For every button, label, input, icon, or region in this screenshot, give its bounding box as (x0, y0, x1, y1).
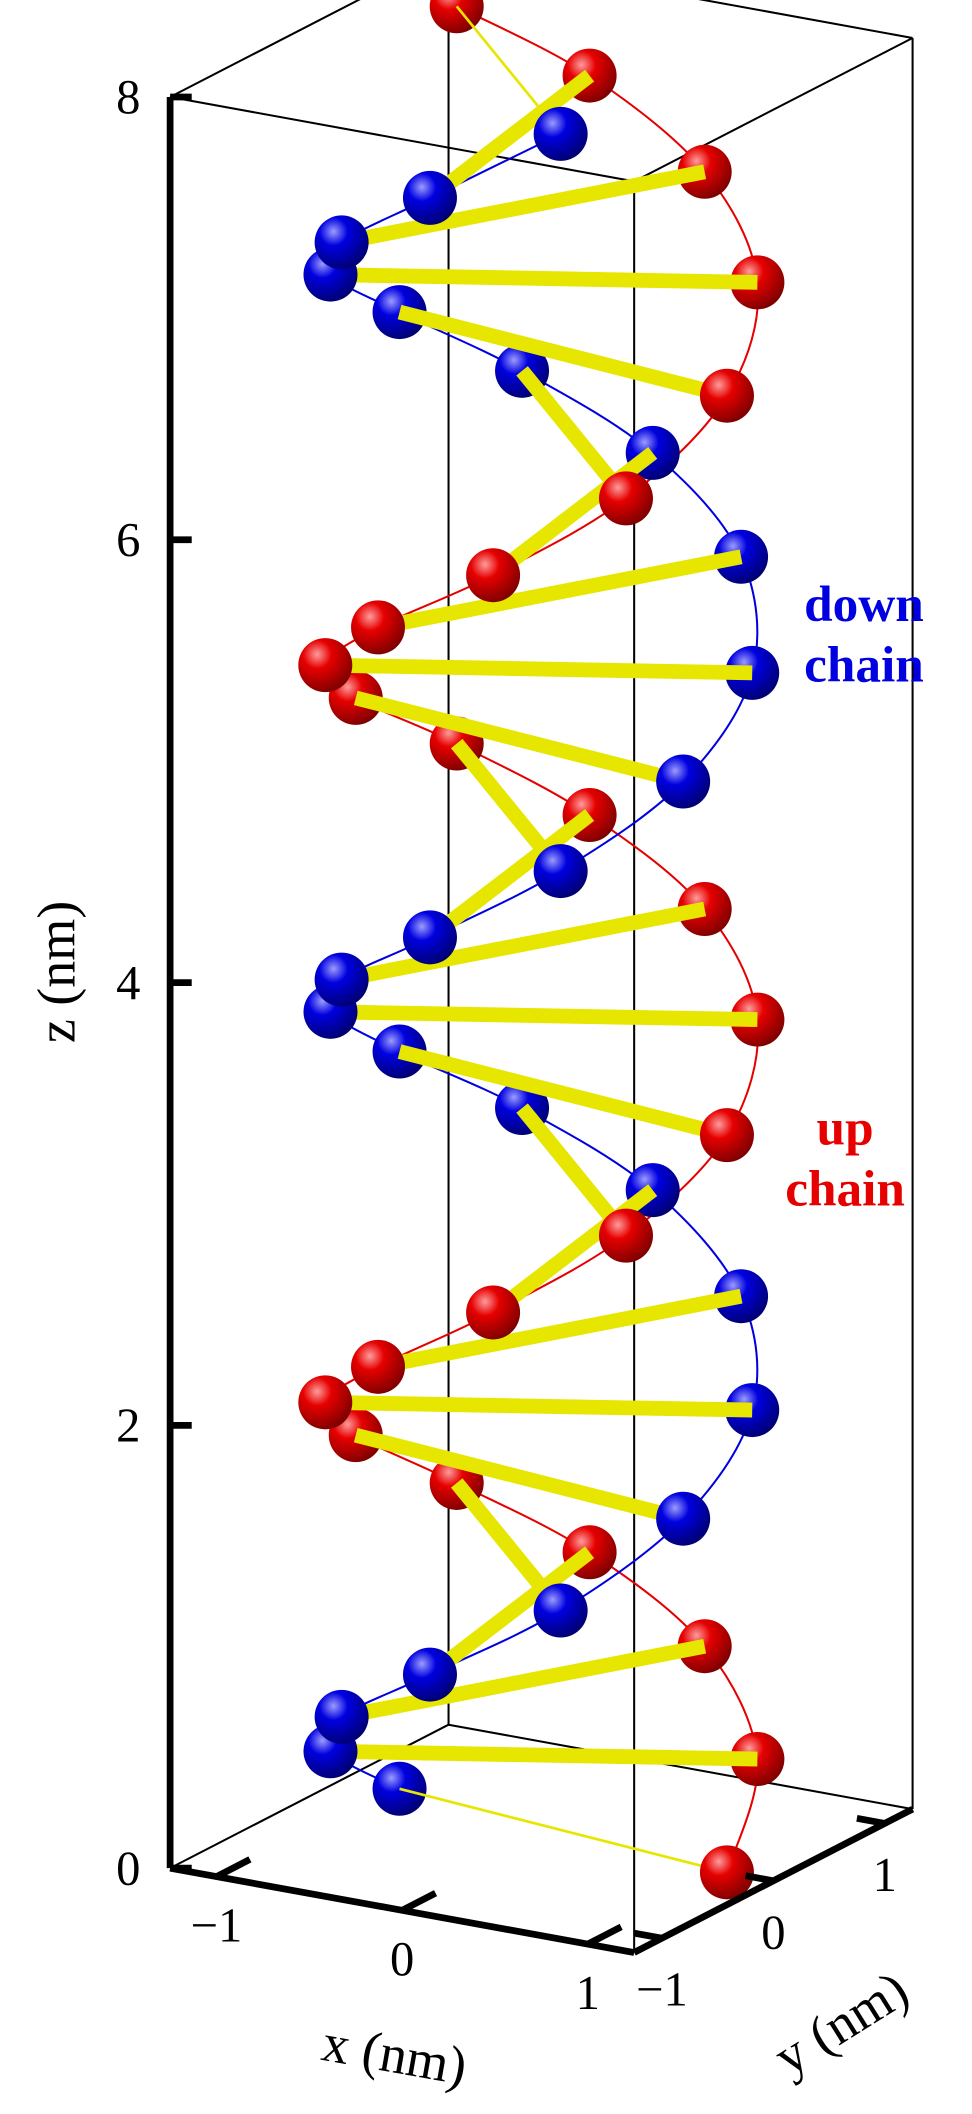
base-pair-bond (450, 1478, 567, 1616)
z-tick-label: 4 (116, 956, 140, 1010)
sphere (656, 754, 711, 809)
chain-annotation: chain (785, 1160, 905, 1217)
x-axis-label: x (nm) (318, 2012, 472, 2096)
x-tick (400, 1890, 438, 1914)
chain-annotation: chain (804, 637, 924, 694)
y-tick (744, 1872, 774, 1885)
base-pair-bond (450, 738, 567, 876)
sphere (402, 910, 457, 965)
base-pair-bond (376, 549, 743, 635)
sphere (533, 106, 588, 161)
sphere (699, 368, 754, 423)
sphere (533, 844, 588, 899)
chain-annotation: up (817, 1100, 874, 1157)
base-pair-bond (425, 809, 595, 944)
y-tick-label: −1 (636, 1963, 688, 2017)
y-axis-label: y (nm) (763, 1959, 918, 2087)
base-pair-bond (330, 267, 758, 290)
sphere (656, 1491, 711, 1546)
x-tick (214, 1856, 252, 1880)
base-pair-bond (397, 304, 729, 403)
sphere (598, 1208, 653, 1263)
sphere (351, 1339, 406, 1394)
base-pair-bond (425, 1546, 595, 1681)
y-tick (856, 1815, 886, 1827)
x-tick-label: 0 (390, 1932, 414, 1986)
sphere (298, 1375, 353, 1430)
sphere (314, 215, 369, 270)
z-tick-label: 2 (116, 1399, 140, 1453)
sphere (699, 1845, 754, 1900)
base-pair-bond (425, 69, 595, 204)
base-pair-bond (353, 690, 685, 789)
x-tick (586, 1923, 623, 1948)
sphere (314, 952, 369, 1007)
y-tick (633, 1929, 663, 1942)
z-tick-label: 8 (116, 70, 140, 124)
base-pair-bond (330, 1004, 758, 1028)
base-pair-bond (455, 5, 562, 135)
base-pair-bond (325, 1394, 753, 1418)
sphere (598, 471, 653, 526)
base-pair-bond (330, 1743, 758, 1767)
base-pair-bond (516, 366, 632, 504)
box-edge (633, 37, 914, 183)
base-pair-bond (340, 901, 707, 987)
base-pair-bond (516, 1103, 632, 1241)
sphere (298, 638, 353, 693)
base-pair-bond (353, 1427, 685, 1526)
sphere (466, 548, 521, 603)
x-tick-label: 1 (576, 1966, 600, 2020)
y-tick-label: 1 (873, 1848, 897, 1902)
y-tick-label: 0 (761, 1905, 785, 1959)
sphere (314, 1689, 369, 1744)
box-edge (169, 96, 635, 183)
base-pair-bond (397, 1044, 729, 1143)
z-axis-label: z (nm) (26, 901, 86, 1043)
chain-annotation: down (804, 576, 924, 633)
sphere (402, 170, 457, 225)
box-edge (448, 1723, 913, 1811)
base-pair-bond (376, 1288, 743, 1375)
sphere (402, 1647, 457, 1702)
z-tick-label: 0 (116, 1841, 140, 1895)
sphere (372, 1024, 427, 1079)
sphere (699, 1108, 754, 1163)
z-tick-label: 6 (116, 513, 140, 567)
sphere (466, 1285, 521, 1340)
base-pair-bond (340, 1638, 707, 1725)
box-edge (169, 0, 361, 98)
sphere (533, 1583, 588, 1638)
x-tick-label: −1 (191, 1898, 243, 1952)
base-pair-bond (325, 657, 753, 681)
sphere (351, 600, 406, 655)
base-pair-bond (399, 1787, 728, 1874)
base-pair-bond (340, 164, 707, 250)
box-edge (698, 0, 913, 39)
